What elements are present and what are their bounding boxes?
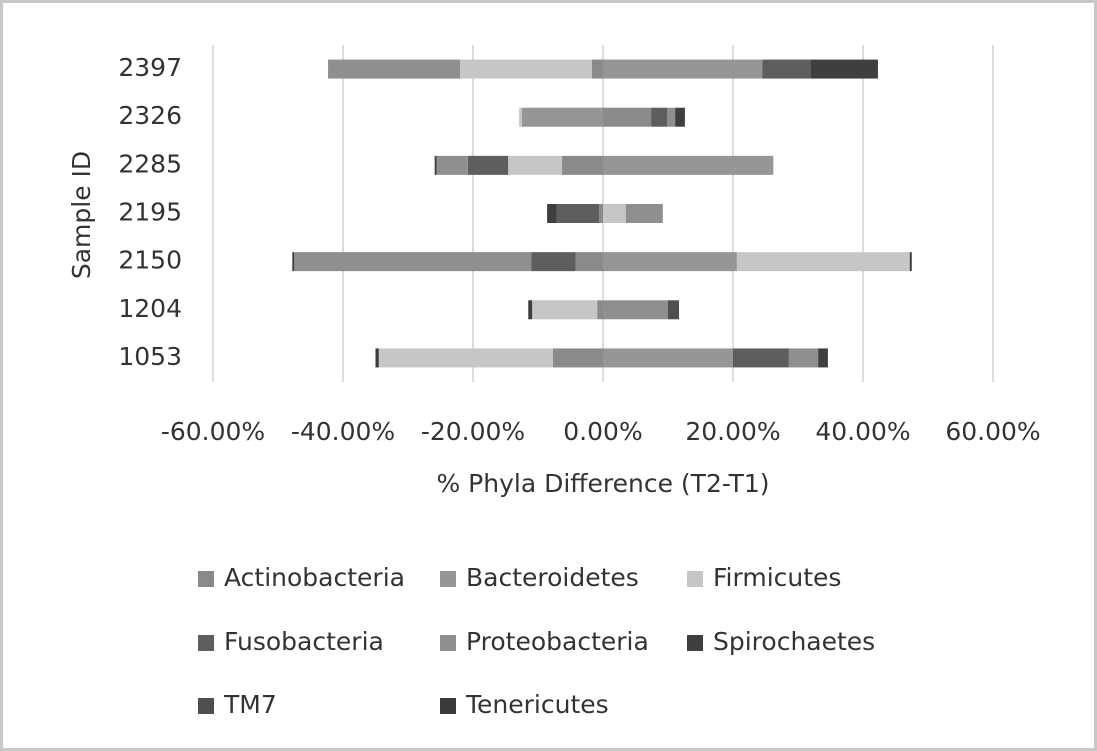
bar-segment <box>556 204 600 223</box>
bar-segment <box>460 59 592 79</box>
bar-segment <box>436 155 468 175</box>
bar-segment <box>378 348 553 368</box>
legend-label: Firmicutes <box>713 563 841 592</box>
y-axis-label: Sample ID <box>67 151 96 279</box>
y-tick-label: 1204 <box>118 294 182 323</box>
x-tick-label: -20.00% <box>421 417 525 446</box>
legend-swatch <box>687 635 703 651</box>
y-tick-label: 2285 <box>118 149 182 178</box>
bar-segment <box>531 252 576 272</box>
bar-segment <box>603 107 652 127</box>
bar-segment <box>603 348 733 368</box>
bar-segment <box>591 59 603 79</box>
bar-segment <box>467 155 509 175</box>
bar-segment <box>668 300 680 320</box>
legend-swatch <box>440 698 456 714</box>
bar-segment <box>675 107 685 127</box>
bar-segment <box>603 59 763 79</box>
legend-label: Proteobacteria <box>466 627 649 656</box>
legend-label: Spirochaetes <box>713 627 875 656</box>
bar-segment <box>519 107 522 127</box>
x-tick-label: 40.00% <box>815 417 910 446</box>
bar-segment <box>651 107 668 127</box>
bar-segment <box>599 204 603 223</box>
bar-segment <box>733 348 789 368</box>
bar-segment <box>575 252 603 272</box>
legend-label: TM7 <box>223 690 277 719</box>
x-tick-label: 20.00% <box>685 417 780 446</box>
bar-segment <box>375 348 379 368</box>
y-tick-label: 1053 <box>118 342 182 371</box>
bar-segment <box>532 300 598 320</box>
x-tick-label: -40.00% <box>291 417 395 446</box>
legend-label: Actinobacteria <box>224 563 405 592</box>
bar-segment <box>603 300 668 320</box>
bar-segment <box>909 252 912 272</box>
bar-segment <box>292 252 295 272</box>
x-axis-label: % Phyla Difference (T2-T1) <box>436 469 769 498</box>
legend-swatch <box>440 635 456 651</box>
x-tick-label: -60.00% <box>161 417 265 446</box>
bar-segment <box>597 300 603 320</box>
bar-segment <box>434 155 437 175</box>
legend-label: Bacteroidetes <box>466 563 639 592</box>
x-tick-label: 0.00% <box>563 417 642 446</box>
bar-segment <box>603 252 737 272</box>
y-tick-label: 2326 <box>118 101 182 130</box>
y-tick-label: 2397 <box>118 53 182 82</box>
bar-segment <box>552 348 603 368</box>
x-tick-label: 60.00% <box>945 417 1040 446</box>
bar-segment <box>788 348 819 368</box>
legend-swatch <box>198 698 214 714</box>
bar-segment <box>328 59 460 79</box>
legend-label: Tenericutes <box>465 690 609 719</box>
bar-segment <box>736 252 910 272</box>
bar-segment <box>508 155 563 175</box>
bar-segment <box>811 59 878 79</box>
legend-swatch <box>198 571 214 587</box>
bar-segment <box>547 204 557 223</box>
bar-segment <box>294 252 532 272</box>
legend-label: Fusobacteria <box>224 627 384 656</box>
bar-segment <box>818 348 828 368</box>
bar-segment <box>762 59 811 79</box>
bar-segment <box>528 300 533 320</box>
y-tick-label: 2195 <box>118 198 182 227</box>
bar-segment <box>603 155 774 175</box>
legend-swatch <box>440 571 456 587</box>
legend-swatch <box>687 571 703 587</box>
legend-swatch <box>198 635 214 651</box>
bar-segment <box>562 155 603 175</box>
bar-segment <box>625 204 663 223</box>
bar-segment <box>603 204 626 223</box>
y-tick-label: 2150 <box>118 246 182 275</box>
bar-segment <box>521 107 603 127</box>
bar-segment <box>667 107 676 127</box>
